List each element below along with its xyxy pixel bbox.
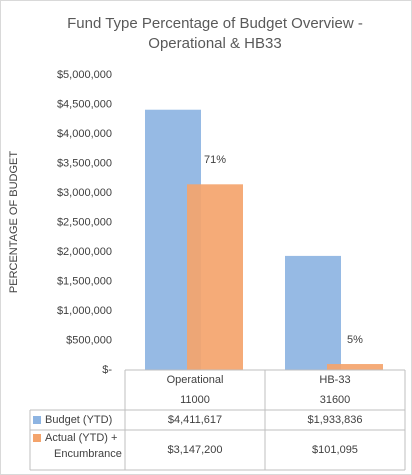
y-tick-label: $1,000,000: [57, 305, 112, 317]
y-tick-label: $3,500,000: [57, 157, 112, 169]
legend-label: Budget (YTD): [45, 414, 112, 426]
legend-swatch: [33, 434, 41, 442]
table-value: $101,095: [312, 444, 358, 456]
x-tick-label: 11000: [180, 394, 210, 406]
y-tick-label: $3,000,000: [57, 187, 112, 199]
y-tick-label: $-: [102, 364, 112, 376]
legend-swatch: [33, 416, 41, 424]
y-tick-label: $5,000,000: [57, 69, 112, 81]
y-axis-label: PERCENTAGE OF BUDGET: [8, 151, 20, 293]
y-tick-label: $4,500,000: [57, 98, 112, 110]
data-label: 71%: [204, 154, 226, 166]
bar: [187, 184, 243, 370]
table-value: $3,147,200: [167, 444, 222, 456]
table-value: $1,933,836: [307, 414, 362, 426]
table-value: $4,411,617: [168, 414, 222, 426]
y-tick-label: $1,500,000: [57, 275, 112, 287]
legend-label: Actual (YTD) + Encumbrance: [45, 432, 122, 460]
y-tick-label: $4,000,000: [57, 128, 112, 140]
x-tick-label: HB-33: [319, 374, 350, 386]
data-label: 5%: [347, 334, 363, 346]
bar: [285, 255, 341, 370]
y-tick-label: $2,500,000: [57, 216, 112, 228]
x-tick-label: 31600: [320, 394, 351, 406]
y-tick-label: $500,000: [66, 334, 112, 346]
y-tick-label: $2,000,000: [57, 246, 112, 258]
bar: [327, 364, 383, 370]
chart-title: Fund Type Percentage of Budget Overview …: [67, 15, 363, 52]
x-tick-label: Operational: [167, 374, 224, 386]
